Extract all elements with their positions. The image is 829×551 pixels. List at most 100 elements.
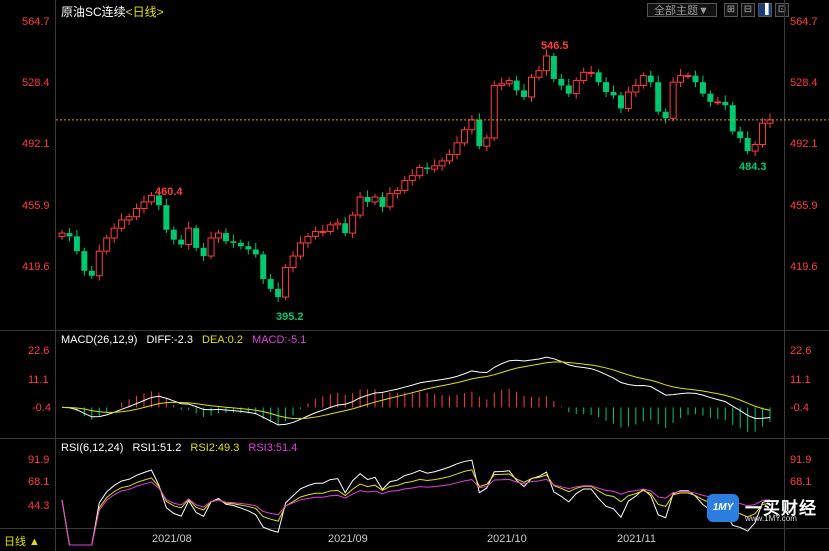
candle-body (311, 230, 319, 237)
candle-body (178, 239, 185, 245)
candle-body (237, 242, 244, 247)
candle-body (110, 227, 118, 239)
rsi1-line (61, 459, 771, 546)
macd-tick: 11.1 (790, 374, 811, 386)
candle-body (446, 153, 454, 162)
period-label[interactable]: <日线> (125, 5, 164, 19)
zoom-icon[interactable]: ⊡ (775, 3, 789, 17)
candle-body (379, 197, 386, 207)
watermark-url: www.1MY.com (745, 514, 797, 523)
local-high-price-label: 460.4 (155, 186, 183, 198)
candle-body (729, 105, 736, 132)
candle-body (535, 70, 543, 78)
candle-body (304, 235, 312, 244)
candle-body (639, 75, 647, 86)
date-tick: 2021/11 (617, 533, 656, 545)
candle-body (125, 216, 133, 221)
macd-header: MACD(26,12,9) DIFF:-2.3 DEA:0.2 MACD:-5.… (61, 334, 312, 346)
candle-body (408, 175, 416, 182)
candle-body (260, 254, 267, 280)
panel-divider-macd (0, 330, 829, 331)
candle-body (647, 75, 654, 83)
theme-select-button[interactable]: 全部主题▼ (647, 3, 717, 17)
candle-body (163, 205, 170, 230)
watermark-logo: 1MY (707, 494, 739, 522)
candle-body (722, 101, 729, 106)
rsi1-value: RSI1:51.2 (132, 442, 182, 454)
candle-body (587, 71, 595, 74)
candle-body (603, 82, 610, 93)
candle-body (580, 71, 588, 82)
price-tick: 528.4 (22, 77, 50, 89)
rsi-tick: 91.9 (790, 454, 812, 466)
candle-body (58, 232, 66, 237)
date-tick: 2021/08 (152, 533, 192, 545)
candle-body (81, 251, 88, 271)
candle-body (438, 160, 446, 167)
candle-body (252, 249, 259, 255)
candlestick-series (58, 49, 774, 302)
candle-body (215, 232, 223, 239)
candle-body (207, 237, 215, 257)
candle-body (692, 75, 699, 83)
candle-body (699, 82, 706, 94)
layout-icon[interactable]: ▐ (758, 3, 772, 17)
candle-body (513, 80, 520, 91)
macd-diff-value: DIFF:-2.3 (146, 334, 193, 346)
candle-body (66, 233, 73, 237)
candle-body (744, 137, 751, 152)
candle-body (364, 197, 371, 202)
macd-panel (61, 356, 771, 432)
left-axis-divider (55, 0, 56, 551)
price-tick: 564.7 (790, 16, 818, 28)
candle-body (505, 80, 513, 85)
macd-dea-line (61, 361, 771, 420)
candle-body (610, 92, 617, 96)
candle-body (737, 131, 744, 138)
candle-body (371, 196, 379, 203)
candle-body (147, 194, 155, 203)
rsi-tick: 68.1 (28, 476, 50, 488)
expand-icon[interactable]: ⊟ (741, 3, 755, 17)
macd-dea-value: DEA:0.2 (202, 334, 243, 346)
candle-body (386, 193, 394, 208)
rsi2-line (61, 469, 771, 546)
candle-body (170, 229, 177, 240)
rsi3-value: RSI3:51.4 (248, 442, 298, 454)
date-tick: 2021/09 (328, 533, 368, 545)
macd-tick: 22.6 (28, 345, 50, 357)
candle-body (498, 83, 506, 86)
candle-body (185, 227, 193, 246)
candle-body (73, 236, 80, 252)
candle-body (476, 119, 483, 147)
candle-body (289, 255, 297, 269)
macd-tick: -0.4 (790, 402, 809, 414)
rsi-tick: 68.1 (790, 476, 812, 488)
candle-body (222, 233, 229, 242)
price-tick: 564.7 (22, 16, 50, 28)
rsi-header: RSI(6,12,24) RSI1:51.2 RSI2:49.3 RSI3:51… (61, 442, 303, 454)
candle-body (490, 84, 498, 139)
candle-body (275, 288, 282, 298)
macd-tick: 11.1 (28, 374, 49, 386)
instrument-name: 原油SC连续 (61, 5, 126, 19)
price-tick: 492.1 (790, 138, 818, 150)
candle-body (550, 55, 557, 79)
candle-body (282, 267, 290, 298)
local-low-price-label: 484.3 (739, 161, 767, 173)
price-tick: 492.1 (22, 138, 50, 150)
candle-body (632, 84, 640, 93)
period-selector[interactable]: 日线 ▲ (4, 536, 40, 548)
grid-icon[interactable]: ⊞ (724, 3, 738, 17)
candle-body (558, 78, 565, 86)
candle-body (684, 75, 692, 78)
candle-body (349, 214, 357, 234)
candle-body (133, 207, 141, 218)
candle-body (393, 189, 401, 195)
price-tick: 455.9 (790, 200, 818, 212)
watermark-name: 一买财经 (745, 499, 817, 518)
candle-body (595, 72, 602, 83)
price-tick: 455.9 (22, 200, 50, 212)
candle-body (521, 90, 528, 97)
